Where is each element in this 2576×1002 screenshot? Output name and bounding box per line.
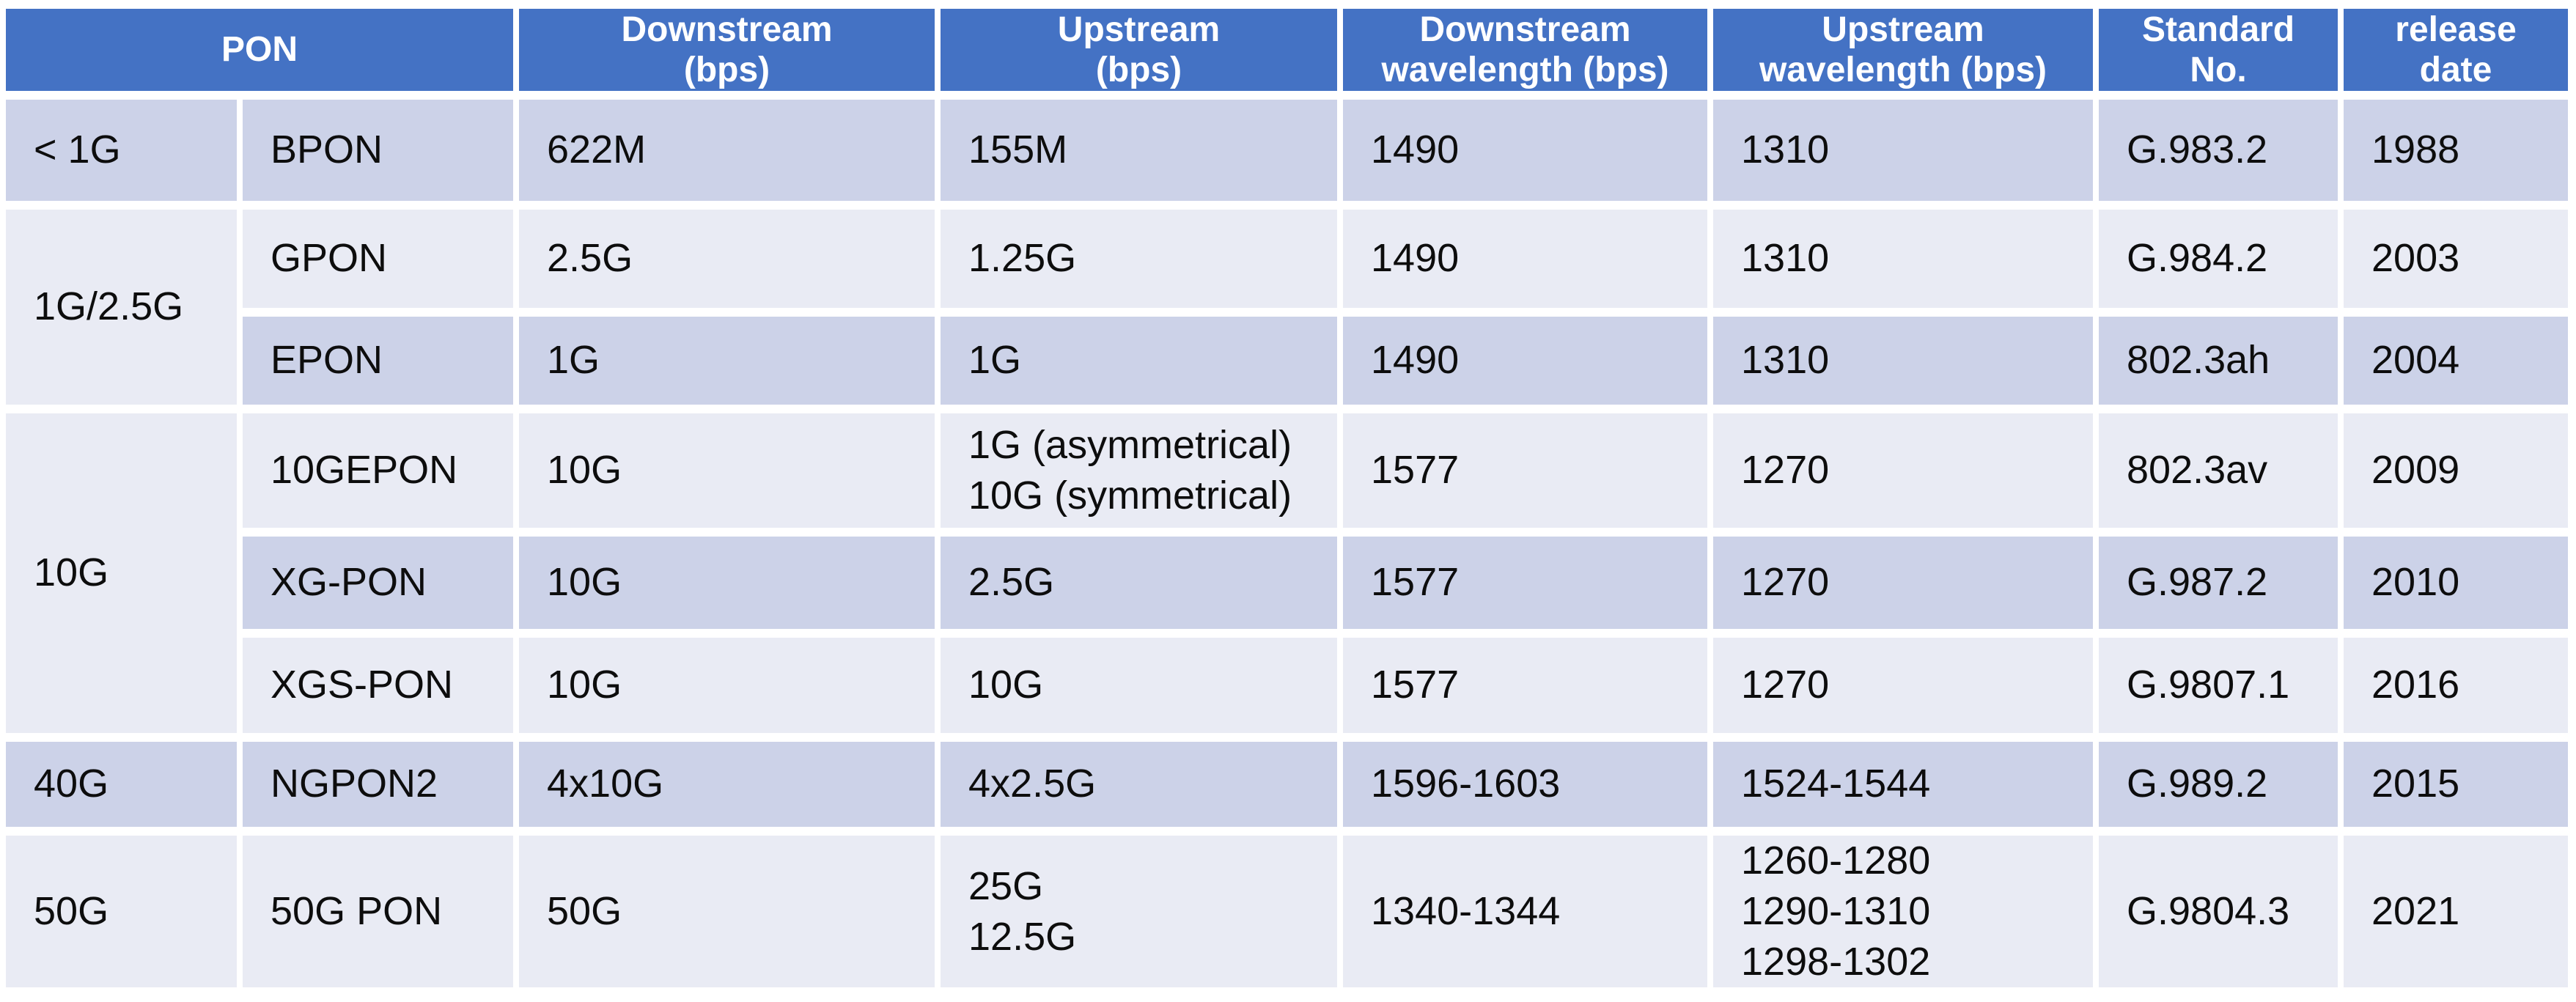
- group-cell-50g: 50G: [6, 836, 237, 988]
- cell-standard-no: G.987.2: [2099, 537, 2338, 629]
- cell-release-date: 1988: [2344, 100, 2569, 201]
- cell-upstream-bps: 1.25G: [941, 210, 1338, 308]
- cell-release-date: 2009: [2344, 413, 2569, 528]
- cell-standard-no: 802.3ah: [2099, 317, 2338, 405]
- cell-standard-no: G.9807.1: [2099, 638, 2338, 733]
- cell-standard-no: G.984.2: [2099, 210, 2338, 308]
- cell-name: BPON: [243, 100, 514, 201]
- cell-downstream-wavelength: 1340-1344: [1343, 836, 1708, 988]
- cell-upstream-bps: 10G: [941, 638, 1338, 733]
- cell-downstream-wavelength: 1577: [1343, 537, 1708, 629]
- cell-downstream-bps: 1G: [519, 317, 935, 405]
- cell-upstream-bps: 1G: [941, 317, 1338, 405]
- cell-downstream-bps: 50G: [519, 836, 935, 988]
- col-header-downstream-bps: Downstream (bps): [519, 9, 935, 91]
- group-cell-40g: 40G: [6, 742, 237, 827]
- cell-downstream-bps: 622M: [519, 100, 935, 201]
- cell-release-date: 2010: [2344, 537, 2569, 629]
- table-row-epon: EPON 1G 1G 1490 1310 802.3ah 2004: [6, 317, 2569, 405]
- cell-upstream-wavelength: 1310: [1713, 317, 2094, 405]
- cell-downstream-bps: 4x10G: [519, 742, 935, 827]
- col-header-release-date: release date: [2344, 9, 2569, 91]
- table-row-gpon: 1G/2.5G GPON 2.5G 1.25G 1490 1310 G.984.…: [6, 210, 2569, 405]
- cell-upstream-wavelength: 1270: [1713, 537, 2094, 629]
- cell-upstream-bps: 25G 12.5G: [941, 836, 1338, 988]
- group-cell-10g: 10G: [6, 413, 237, 733]
- cell-release-date: 2021: [2344, 836, 2569, 988]
- header-row: PON Downstream (bps) Upstream (bps) Down…: [6, 9, 2569, 91]
- cell-name: XGS-PON: [243, 638, 514, 733]
- table-row-50g-pon: 50G 50G PON 50G 25G 12.5G 1340-1344 1260…: [6, 836, 2569, 988]
- cell-name: NGPON2: [243, 742, 514, 827]
- cell-standard-no: G.9804.3: [2099, 836, 2338, 988]
- col-header-standard-no: Standard No.: [2099, 9, 2338, 91]
- cell-downstream-bps: 10G: [519, 638, 935, 733]
- cell-name: 10GEPON: [243, 413, 514, 528]
- table-row-xg-pon: XG-PON 10G 2.5G 1577 1270 G.987.2 2010: [6, 537, 2569, 629]
- cell-downstream-wavelength: 1577: [1343, 638, 1708, 733]
- cell-standard-no: 802.3av: [2099, 413, 2338, 528]
- cell-name: GPON: [243, 210, 514, 308]
- cell-standard-no: G.983.2: [2099, 100, 2338, 201]
- cell-upstream-wavelength: 1260-1280 1290-1310 1298-1302: [1713, 836, 2094, 988]
- cell-upstream-wavelength: 1270: [1713, 413, 2094, 528]
- cell-release-date: 2016: [2344, 638, 2569, 733]
- cell-upstream-bps: 4x2.5G: [941, 742, 1338, 827]
- cell-standard-no: G.989.2: [2099, 742, 2338, 827]
- cell-upstream-bps: 155M: [941, 100, 1338, 201]
- cell-name: XG-PON: [243, 537, 514, 629]
- col-header-upstream-bps: Upstream (bps): [941, 9, 1338, 91]
- cell-upstream-wavelength: 1270: [1713, 638, 2094, 733]
- table-row-xgs-pon: XGS-PON 10G 10G 1577 1270 G.9807.1 2016: [6, 638, 2569, 733]
- cell-name: 50G PON: [243, 836, 514, 988]
- cell-downstream-bps: 10G: [519, 537, 935, 629]
- cell-name: EPON: [243, 317, 514, 405]
- table-row-bpon: < 1G BPON 622M 155M 1490 1310 G.983.2 19…: [6, 100, 2569, 201]
- cell-release-date: 2015: [2344, 742, 2569, 827]
- cell-downstream-wavelength: 1490: [1343, 317, 1708, 405]
- table-row-ngpon2: 40G NGPON2 4x10G 4x2.5G 1596-1603 1524-1…: [6, 742, 2569, 827]
- cell-downstream-wavelength: 1490: [1343, 100, 1708, 201]
- col-header-downstream-wavelength: Downstream wavelength (bps): [1343, 9, 1708, 91]
- cell-downstream-bps: 2.5G: [519, 210, 935, 308]
- cell-upstream-bps: 1G (asymmetrical) 10G (symmetrical): [941, 413, 1338, 528]
- table-row-10gepon: 10G 10GEPON 10G 1G (asymmetrical) 10G (s…: [6, 413, 2569, 733]
- cell-downstream-bps: 10G: [519, 413, 935, 528]
- cell-downstream-wavelength: 1596-1603: [1343, 742, 1708, 827]
- cell-upstream-wavelength: 1310: [1713, 210, 2094, 308]
- cell-downstream-wavelength: 1577: [1343, 413, 1708, 528]
- cell-upstream-bps: 2.5G: [941, 537, 1338, 629]
- cell-upstream-wavelength: 1310: [1713, 100, 2094, 201]
- cell-downstream-wavelength: 1490: [1343, 210, 1708, 308]
- table-title: PON: [6, 9, 514, 91]
- group-cell-1g-2.5g: 1G/2.5G: [6, 210, 237, 405]
- cell-release-date: 2003: [2344, 210, 2569, 308]
- col-header-upstream-wavelength: Upstream wavelength (bps): [1713, 9, 2094, 91]
- group-cell-lt1g: < 1G: [6, 100, 237, 201]
- cell-release-date: 2004: [2344, 317, 2569, 405]
- cell-upstream-wavelength: 1524-1544: [1713, 742, 2094, 827]
